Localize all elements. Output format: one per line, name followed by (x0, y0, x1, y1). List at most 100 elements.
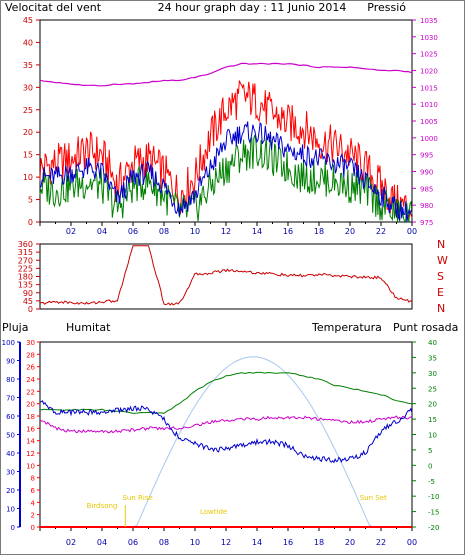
pressure-title: Pressió (367, 1, 406, 14)
rain-tick-label: 4 (31, 499, 36, 507)
right-tick-label: 1000 (420, 135, 438, 143)
temperature-tick-label: -15 (428, 509, 439, 517)
x-tick-label: 02 (66, 538, 76, 547)
plot-area-3 (39, 341, 413, 528)
x-tick-label: 00 (407, 538, 417, 547)
lowtide-label: Lowtide (200, 508, 227, 516)
rain-title: Pluja (2, 321, 28, 334)
x-tick-label: 00 (407, 227, 417, 236)
x-tick-label: 10 (190, 227, 200, 236)
dewpoint-line (39, 415, 413, 434)
humidity-tick-label: 60 (6, 413, 15, 421)
temperature-title: Temperatura (311, 321, 382, 334)
rain-tick-label: 16 (26, 425, 35, 433)
temperature-tick-label: -10 (428, 493, 439, 501)
left-tick-label: 25 (23, 106, 33, 115)
x-tick-label: 02 (66, 227, 76, 236)
rain-tick-label: 12 (26, 450, 35, 458)
right-tick-label: 1035 (420, 17, 438, 25)
right-tick-label: 1030 (420, 34, 438, 42)
x-tick-label: 20 (345, 227, 355, 236)
compass-label: S (437, 270, 444, 283)
humidity-tick-label: 50 (6, 432, 15, 440)
direction-tick-label: 135 (18, 281, 33, 290)
sunset-label: Sun Set (360, 494, 387, 502)
humidity-tick-label: 30 (6, 469, 15, 477)
x-tick-label: 04 (97, 538, 107, 547)
rain-tick-label: 2 (31, 512, 35, 520)
humidity-tick-label: 10 (6, 506, 15, 514)
dewpoint-title: Punt rosada (393, 321, 458, 334)
direction-tick-label: 45 (23, 297, 33, 306)
left-tick-label: 10 (23, 173, 33, 182)
left-tick-label: 40 (23, 38, 33, 47)
temperature-tick-label: 35 (428, 354, 437, 362)
right-tick-label: 1015 (420, 84, 438, 92)
right-tick-label: 1005 (420, 118, 438, 126)
humidity-tick-label: 20 (6, 487, 15, 495)
right-tick-label: 985 (420, 185, 433, 193)
x-tick-label: 18 (314, 538, 324, 547)
temperature-tick-label: 15 (428, 416, 437, 424)
left-tick-label: 5 (28, 196, 33, 205)
direction-tick-label: 360 (18, 240, 33, 249)
pressure-line (39, 62, 413, 87)
humidity-tick-label: 90 (6, 358, 15, 366)
right-tick-label: 995 (420, 152, 433, 160)
right-tick-label: 980 (420, 202, 433, 210)
x-tick-label: 14 (252, 227, 262, 236)
wind-gust-line (39, 80, 413, 222)
wind-speed-title: Velocitat del vent (5, 1, 102, 14)
rain-tick-label: 14 (26, 438, 35, 446)
left-tick-label: 30 (23, 83, 33, 92)
wind-average-line (39, 121, 413, 222)
left-tick-label: 0 (28, 218, 33, 227)
temperature-tick-label: 10 (428, 432, 437, 440)
humidity-temperature-chart: 0102030405060708090100024681012141618202… (2, 339, 440, 547)
direction-tick-label: 225 (18, 264, 33, 273)
rain-tick-label: 0 (31, 524, 35, 532)
temperature-tick-label: -5 (428, 478, 435, 486)
compass-label: N (437, 302, 445, 315)
x-tick-label: 06 (128, 227, 138, 236)
right-tick-label: 975 (420, 219, 433, 227)
compass-label: N (437, 238, 445, 251)
x-tick-label: 18 (314, 227, 324, 236)
x-tick-label: 04 (97, 227, 107, 236)
rain-tick-label: 26 (26, 364, 35, 372)
x-tick-label: 22 (376, 227, 386, 236)
x-tick-label: 12 (221, 227, 231, 236)
x-tick-label: 08 (159, 227, 169, 236)
temperature-tick-label: -20 (428, 524, 439, 532)
left-tick-label: 15 (23, 151, 33, 160)
wind-pressure-chart: 0510152025303540459759809859909951000100… (23, 16, 438, 236)
temperature-tick-label: 0 (428, 462, 432, 470)
x-tick-label: 22 (376, 538, 386, 547)
x-tick-label: 16 (283, 227, 293, 236)
x-tick-label: 06 (128, 538, 138, 547)
temperature-tick-label: 25 (428, 385, 437, 393)
right-tick-label: 1020 (420, 68, 438, 76)
humidity-tick-label: 70 (6, 395, 15, 403)
x-tick-label: 10 (190, 538, 200, 547)
x-tick-label: 14 (252, 538, 262, 547)
direction-tick-label: 0 (28, 305, 33, 314)
x-tick-label: 08 (159, 538, 169, 547)
humidity-title: Humitat (66, 321, 111, 334)
x-tick-label: 20 (345, 538, 355, 547)
humidity-tick-label: 100 (2, 339, 15, 347)
direction-tick-label: 315 (18, 248, 33, 257)
rain-tick-label: 18 (26, 413, 35, 421)
left-tick-label: 35 (23, 61, 33, 70)
compass-label: W (437, 254, 448, 267)
rain-tick-label: 20 (26, 401, 35, 409)
first-light-label: Birdsong (87, 502, 118, 510)
humidity-tick-label: 40 (6, 450, 15, 458)
direction-tick-label: 270 (18, 256, 33, 265)
left-tick-label: 45 (23, 16, 33, 25)
wind-low-line (39, 134, 413, 224)
right-tick-label: 1025 (420, 51, 438, 59)
